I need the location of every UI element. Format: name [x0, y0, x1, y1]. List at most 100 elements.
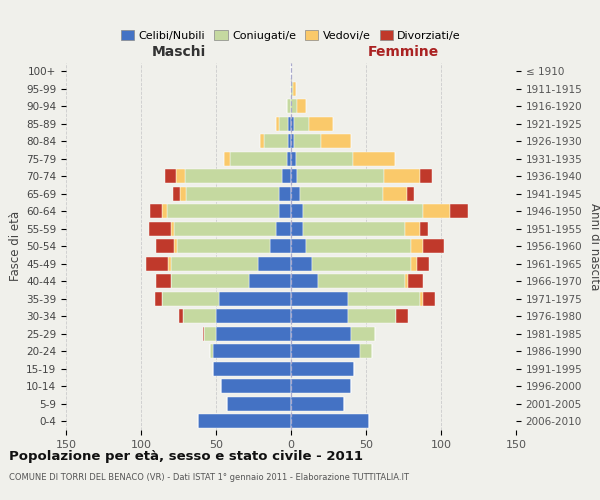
Bar — [171, 274, 249, 288]
Bar — [276, 222, 291, 236]
Bar — [260, 134, 264, 148]
Bar — [411, 256, 417, 271]
Bar — [291, 344, 360, 358]
Bar — [179, 309, 183, 324]
Bar — [309, 116, 333, 131]
Bar — [417, 256, 429, 271]
Bar — [423, 204, 450, 218]
Bar — [229, 152, 287, 166]
Bar — [420, 169, 432, 184]
Text: COMUNE DI TORRI DEL BENACO (VR) - Dati ISTAT 1° gennaio 2011 - Elaborazione TUTT: COMUNE DI TORRI DEL BENACO (VR) - Dati I… — [9, 472, 409, 482]
Bar — [150, 204, 162, 218]
Bar — [264, 134, 288, 148]
Bar — [287, 152, 291, 166]
Bar — [216, 326, 291, 341]
Bar — [287, 99, 291, 114]
Y-axis label: Fasce di età: Fasce di età — [9, 211, 22, 282]
Bar — [258, 256, 291, 271]
Bar — [213, 344, 291, 358]
Bar — [423, 292, 435, 306]
Bar — [249, 274, 291, 288]
Bar — [165, 169, 176, 184]
Bar — [291, 204, 303, 218]
Bar — [321, 134, 351, 148]
Bar — [293, 82, 296, 96]
Bar — [162, 292, 219, 306]
Bar — [213, 362, 291, 376]
Bar — [276, 116, 279, 131]
Bar — [353, 152, 395, 166]
Bar — [203, 326, 204, 341]
Bar — [306, 239, 411, 254]
Bar — [270, 239, 291, 254]
Bar — [168, 256, 171, 271]
Bar — [279, 116, 288, 131]
Bar — [303, 222, 405, 236]
Bar — [297, 169, 384, 184]
Bar — [173, 186, 180, 201]
Bar — [291, 134, 294, 148]
Bar — [171, 222, 174, 236]
Bar — [291, 396, 343, 411]
Text: Femmine: Femmine — [368, 45, 439, 59]
Bar — [176, 169, 185, 184]
Bar — [279, 186, 291, 201]
Bar — [291, 152, 296, 166]
Bar — [174, 239, 177, 254]
Bar — [186, 186, 279, 201]
Bar — [227, 396, 291, 411]
Bar — [223, 152, 229, 166]
Bar — [291, 292, 348, 306]
Bar — [294, 116, 309, 131]
Bar — [174, 222, 276, 236]
Bar — [156, 239, 174, 254]
Bar — [216, 309, 291, 324]
Bar — [149, 222, 171, 236]
Bar — [221, 379, 291, 394]
Bar — [291, 222, 303, 236]
Bar — [185, 169, 282, 184]
Bar — [312, 256, 411, 271]
Bar — [291, 362, 354, 376]
Bar — [291, 309, 348, 324]
Bar — [405, 222, 420, 236]
Bar — [384, 169, 420, 184]
Bar — [155, 292, 162, 306]
Bar — [198, 414, 291, 428]
Legend: Celibi/Nubili, Coniugati/e, Vedovi/e, Divorziati/e: Celibi/Nubili, Coniugati/e, Vedovi/e, Di… — [116, 26, 466, 46]
Bar — [183, 309, 216, 324]
Bar — [423, 239, 444, 254]
Bar — [291, 186, 300, 201]
Bar — [291, 116, 294, 131]
Bar — [300, 186, 383, 201]
Bar — [180, 186, 186, 201]
Bar — [279, 204, 291, 218]
Bar — [294, 134, 321, 148]
Bar — [210, 344, 213, 358]
Bar — [396, 309, 408, 324]
Bar — [296, 152, 353, 166]
Bar — [167, 204, 279, 218]
Bar — [204, 326, 216, 341]
Bar — [303, 204, 423, 218]
Text: Maschi: Maschi — [151, 45, 206, 59]
Bar — [348, 309, 396, 324]
Bar — [156, 274, 171, 288]
Bar — [288, 134, 291, 148]
Y-axis label: Anni di nascita: Anni di nascita — [588, 202, 600, 290]
Bar — [291, 326, 351, 341]
Bar — [291, 169, 297, 184]
Bar — [291, 414, 369, 428]
Bar — [360, 344, 372, 358]
Bar — [291, 82, 293, 96]
Bar — [408, 274, 423, 288]
Bar — [291, 256, 312, 271]
Bar — [318, 274, 405, 288]
Bar — [348, 292, 420, 306]
Bar — [162, 204, 167, 218]
Bar — [407, 186, 414, 201]
Bar — [171, 256, 258, 271]
Bar — [291, 379, 351, 394]
Bar — [291, 239, 306, 254]
Bar — [291, 274, 318, 288]
